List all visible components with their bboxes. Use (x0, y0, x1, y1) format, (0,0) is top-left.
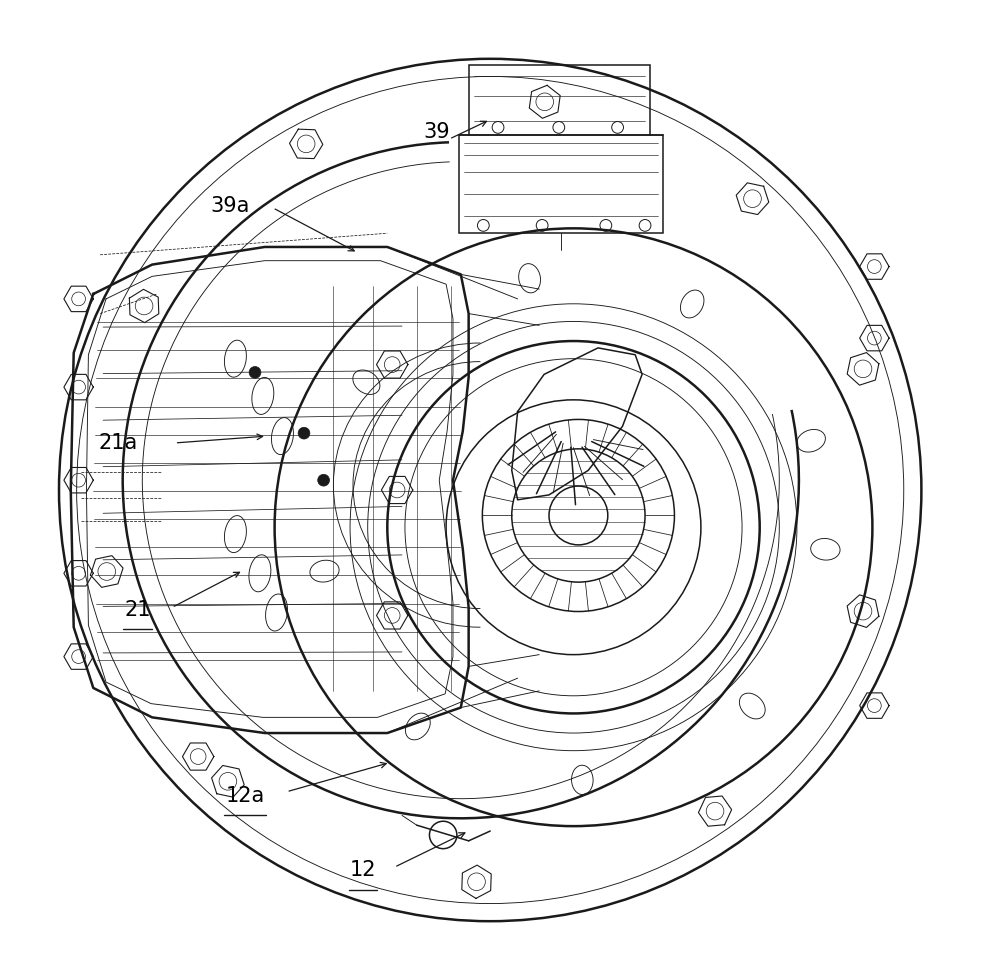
Circle shape (249, 367, 261, 378)
Circle shape (298, 427, 310, 439)
Text: 39: 39 (423, 122, 450, 142)
Text: 21: 21 (124, 600, 151, 619)
Bar (459, 135, 663, 233)
Text: 12: 12 (350, 860, 376, 880)
Bar (469, 65, 650, 135)
Text: 39a: 39a (211, 196, 250, 216)
Text: 21a: 21a (98, 433, 137, 453)
Circle shape (318, 474, 329, 486)
Text: 12a: 12a (226, 786, 265, 806)
